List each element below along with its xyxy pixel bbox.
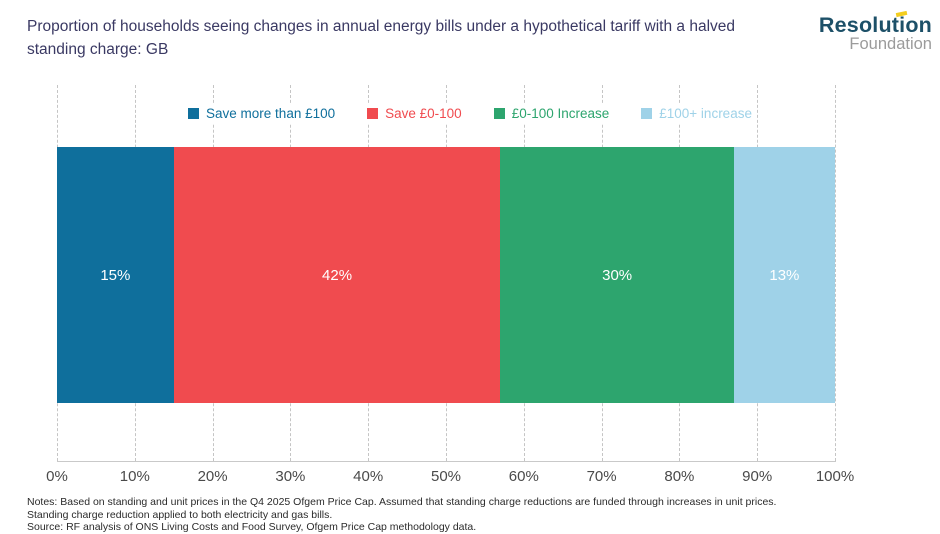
- legend-item-2: Save £0-100: [363, 104, 466, 123]
- bar-segment-value-label: 15%: [100, 266, 131, 284]
- stacked-bar: 15% 42% 30% 13%: [57, 147, 835, 403]
- logo-foundation-text: Foundation: [849, 35, 932, 53]
- legend-swatch-icon: [188, 108, 200, 119]
- legend-label: Save more than £100: [206, 106, 336, 121]
- notes-line-3: Source: RF analysis of ONS Living Costs …: [27, 521, 477, 533]
- chart-title: Proportion of households seeing changes …: [27, 18, 736, 58]
- legend-swatch-icon: [367, 108, 379, 119]
- x-tick-label-100%: 100%: [815, 468, 855, 485]
- resolution-foundation-logo: Resolution Foundation: [772, 10, 932, 54]
- x-tick-label-40%: 40%: [353, 468, 384, 485]
- bar-segment-3: 30%: [500, 147, 734, 403]
- legend-item-4: £100+ increase: [637, 104, 756, 123]
- x-tick-label-70%: 70%: [586, 468, 617, 485]
- legend-item-1: Save more than £100: [184, 104, 340, 123]
- logo-resolution-text: Resolution: [819, 10, 932, 38]
- legend-swatch-icon: [641, 108, 653, 119]
- gridline-100%: [835, 85, 836, 461]
- x-tick-label-10%: 10%: [119, 468, 150, 485]
- footnotes: Notes: Based on standing and unit prices…: [27, 496, 927, 534]
- bar-segment-value-label: 13%: [769, 266, 800, 284]
- notes-line-2: Standing charge reduction applied to bot…: [27, 508, 333, 521]
- legend-label: £100+ increase: [659, 106, 752, 121]
- x-tick-label-60%: 60%: [508, 468, 539, 485]
- x-tick-label-30%: 30%: [275, 468, 306, 485]
- legend-label: £0-100 Increase: [511, 106, 610, 121]
- notes-line-1: Notes: Based on standing and unit prices…: [27, 496, 777, 508]
- legend-item-3: £0-100 Increase: [489, 104, 614, 123]
- legend-swatch-icon: [493, 108, 505, 119]
- bar-segment-value-label: 30%: [602, 266, 633, 284]
- x-tick-label-20%: 20%: [197, 468, 228, 485]
- legend: Save more than £100 Save £0-100 £0-100 Inc…: [0, 104, 940, 123]
- x-tick-label-80%: 80%: [664, 468, 695, 485]
- x-axis-line: [57, 461, 836, 462]
- x-tick-label-0%: 0%: [46, 468, 68, 485]
- x-tick-label-50%: 50%: [430, 468, 462, 485]
- bar-segment-2: 42%: [173, 147, 501, 403]
- x-tick-label-90%: 90%: [742, 468, 773, 485]
- bar-segment-1: 15%: [57, 147, 174, 403]
- bar-segment-4: 13%: [733, 147, 835, 403]
- legend-label: Save £0-100: [385, 106, 462, 121]
- bar-segment-value-label: 42%: [322, 266, 353, 284]
